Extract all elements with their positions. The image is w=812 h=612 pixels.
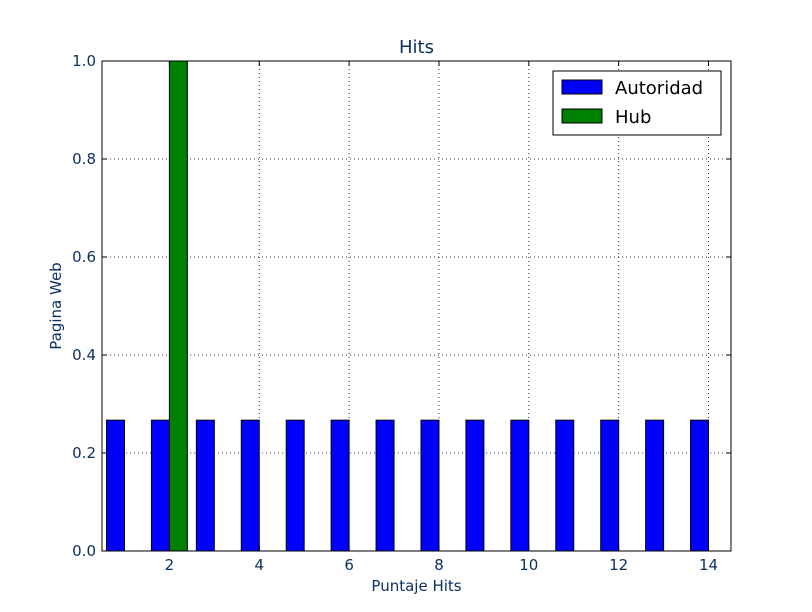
bar-autoridad (510, 419, 530, 552)
bar-autoridad (555, 419, 575, 552)
bar-autoridad (690, 419, 710, 552)
bar-autoridad (330, 419, 350, 552)
y-tick-label: 0.8 (72, 150, 96, 168)
y-tick-label: 0.0 (72, 542, 96, 560)
y-axis-label: Pagina Web (47, 262, 65, 349)
bar-autoridad (465, 419, 485, 552)
legend-label-hub: Hub (615, 107, 651, 128)
chart-title: Hits (399, 37, 434, 58)
x-tick-label: 8 (434, 556, 444, 574)
y-tick-label: 0.2 (72, 444, 96, 462)
bar-autoridad (240, 419, 260, 552)
bar-autoridad (150, 419, 170, 552)
bar-autoridad (420, 419, 440, 552)
y-tick-label: 0.4 (72, 346, 96, 364)
legend-swatch-autoridad (561, 79, 603, 95)
bar-hub (168, 60, 188, 552)
y-tick-label: 1.0 (72, 52, 96, 70)
legend-swatch-hub (561, 108, 603, 124)
bar-autoridad (195, 419, 215, 552)
x-tick-label: 6 (344, 556, 354, 574)
bar-autoridad (645, 419, 665, 552)
x-tick-label: 4 (254, 556, 264, 574)
plot-frame (101, 60, 732, 552)
y-tick-label: 0.6 (72, 248, 96, 266)
x-tick-label: 2 (165, 556, 175, 574)
bar-autoridad (285, 419, 305, 552)
bar-autoridad (105, 419, 125, 552)
legend: Autoridad Hub (552, 70, 722, 136)
bar-autoridad (375, 419, 395, 552)
ticks: 2 4 6 8 10 12 14 0.0 0.2 0.4 0.6 0.8 1.0 (72, 52, 731, 574)
bars (105, 60, 710, 552)
legend-label-autoridad: Autoridad (615, 78, 703, 99)
x-tick-label: 12 (609, 556, 628, 574)
x-tick-label: 10 (519, 556, 538, 574)
x-axis-label: Puntaje Hits (371, 577, 461, 595)
x-tick-label: 14 (699, 556, 718, 574)
bar-autoridad (600, 419, 620, 552)
